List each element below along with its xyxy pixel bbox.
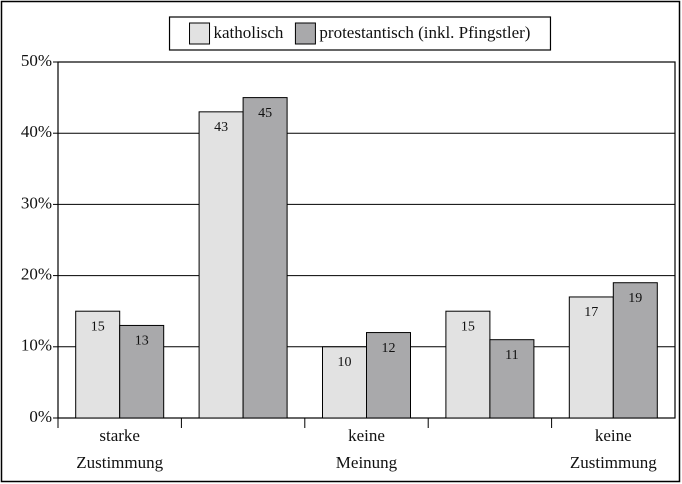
data-label: 17	[584, 305, 598, 320]
bar	[445, 310, 491, 419]
legend-label: protestantisch (inkl. Pfingstler)	[319, 23, 530, 42]
data-label: 45	[258, 106, 272, 121]
y-tick-label: 50%	[21, 51, 52, 70]
y-tick-label: 10%	[21, 336, 52, 355]
y-tick-label: 40%	[21, 122, 52, 141]
x-tick-label: starke Zustimmung	[76, 426, 163, 472]
y-tick-label: 0%	[29, 407, 52, 426]
y-tick-label: 20%	[21, 265, 52, 284]
x-tick-label: keine Zustimmung	[570, 426, 657, 472]
data-label: 12	[382, 341, 396, 356]
data-label: 15	[461, 319, 475, 334]
y-tick-label: 30%	[21, 193, 52, 212]
bar	[119, 324, 165, 419]
bar	[366, 332, 411, 419]
data-label: 43	[214, 120, 228, 135]
legend-label: katholisch	[214, 23, 284, 42]
legend-swatch	[294, 22, 316, 45]
x-tick-label: keine Meinung	[336, 426, 398, 472]
bar	[612, 282, 658, 419]
bar	[242, 97, 288, 419]
bar	[198, 111, 244, 419]
data-label: 11	[505, 348, 518, 363]
data-label: 13	[135, 334, 149, 349]
legend-box	[168, 16, 552, 51]
bar	[568, 296, 614, 419]
data-label: 10	[338, 355, 352, 370]
bar	[489, 339, 535, 419]
data-label: 15	[91, 319, 105, 334]
legend: katholisch protestantisch (inkl. Pfingstl…	[168, 16, 552, 51]
legend-swatch	[189, 22, 211, 45]
data-label: 19	[628, 291, 642, 306]
bar	[322, 346, 367, 419]
